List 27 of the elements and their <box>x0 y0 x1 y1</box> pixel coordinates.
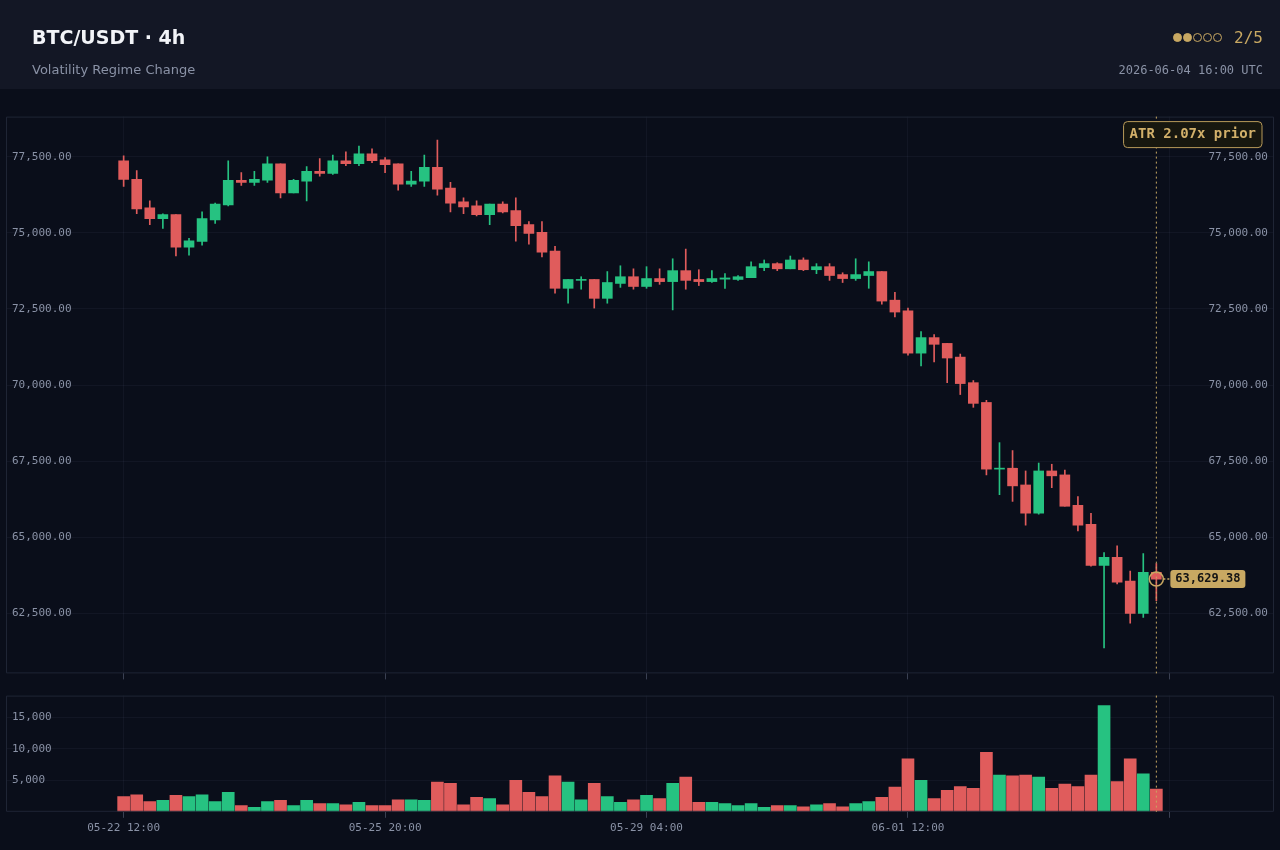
y-tick-label: 65,000.00 <box>12 530 72 544</box>
x-tick-label: 05-25 20:00 <box>348 821 422 835</box>
text: 2/5 <box>1234 28 1263 47</box>
y-tick-label: 10,000 <box>12 741 52 755</box>
y2-tick-label: 62,500.00 <box>1208 606 1268 620</box>
x-tick-label: 06-01 12:00 <box>871 821 945 835</box>
y2-tick-label: 77,500.00 <box>1208 149 1268 163</box>
x-tick-label: 05-22 12:00 <box>87 821 161 835</box>
y-tick-label: 62,500.00 <box>12 606 72 620</box>
annotation: ATR 2.07x prior <box>1129 125 1257 142</box>
y2-tick-label: 70,000.00 <box>1208 377 1268 391</box>
text: 2026-06-04 16:00 UTC <box>1118 63 1263 77</box>
chart-subtitle: Volatility Regime Change <box>32 62 196 77</box>
y2-tick-label: 65,000.00 <box>1208 530 1268 544</box>
y-tick-label: 77,500.00 <box>12 149 72 163</box>
chart-title: BTC/USDT · 4h <box>32 26 186 48</box>
x-tick-label: 05-29 04:00 <box>610 821 683 835</box>
y-tick-label: 15,000 <box>12 709 52 723</box>
annotation: 63,629.38 <box>1175 571 1241 586</box>
y-tick-label: 67,500.00 <box>12 454 72 468</box>
y-tick-label: 5,000 <box>12 773 46 787</box>
y-tick-label: 75,000.00 <box>12 225 72 239</box>
y-tick-label: 70,000.00 <box>12 377 72 391</box>
y2-tick-label: 72,500.00 <box>1208 301 1268 315</box>
y2-tick-label: 75,000.00 <box>1208 225 1268 239</box>
y-tick-label: 72,500.00 <box>12 301 72 315</box>
y2-tick-label: 67,500.00 <box>1208 454 1268 468</box>
